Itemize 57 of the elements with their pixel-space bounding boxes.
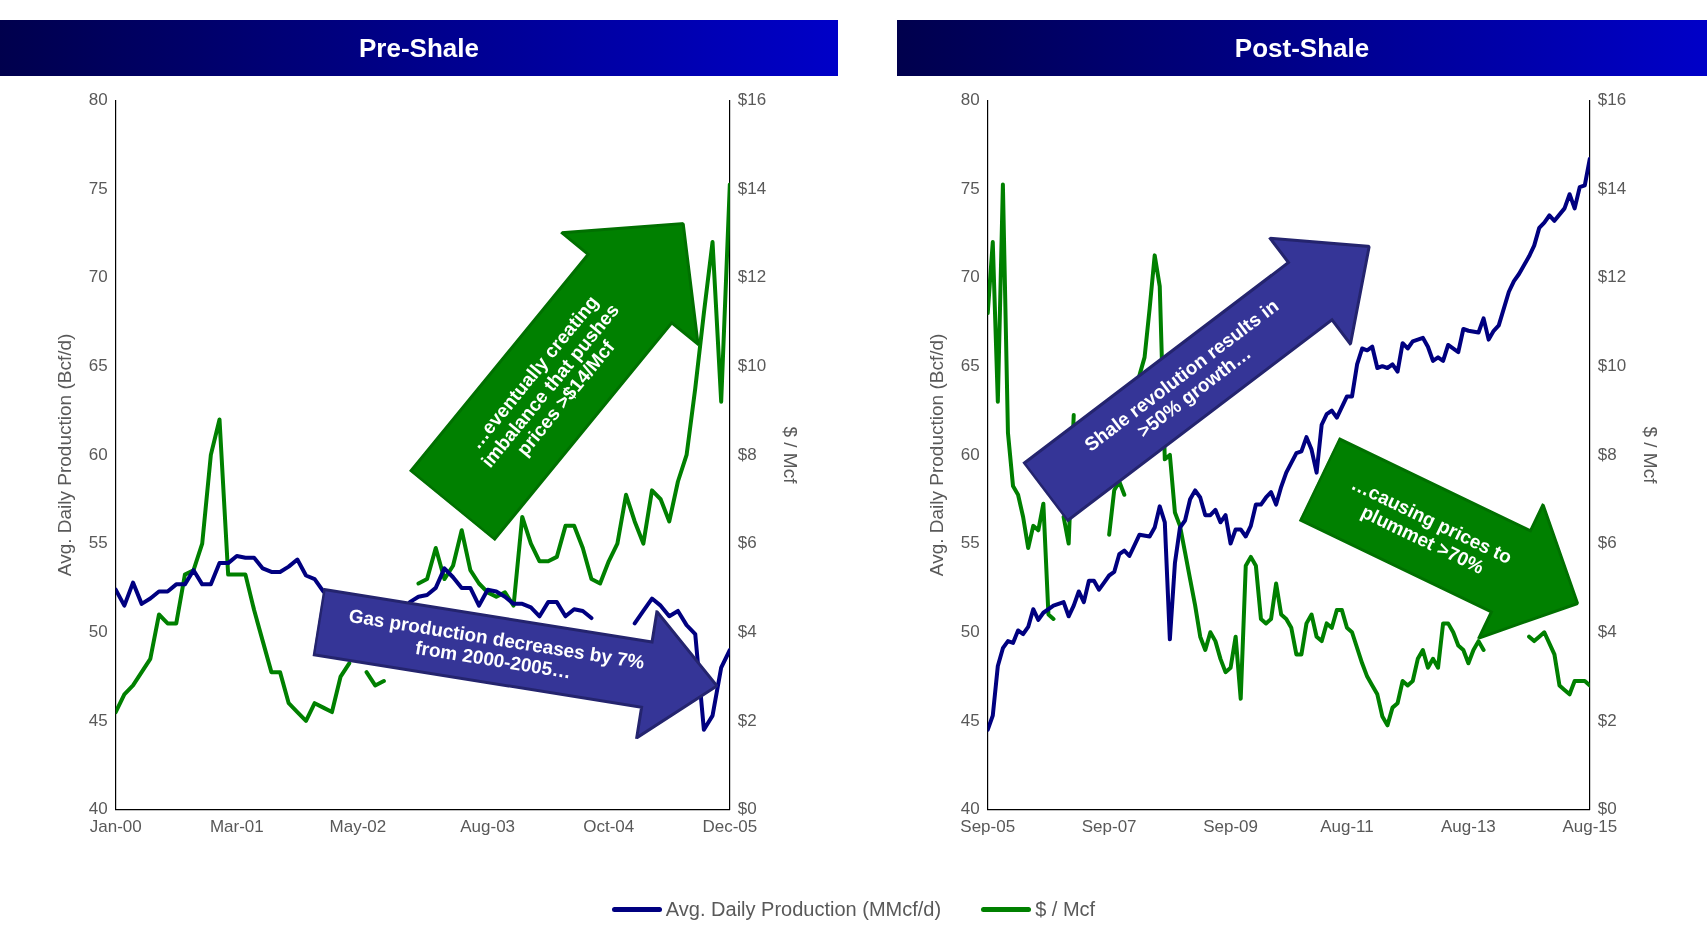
y2-tick-label: $8	[1597, 444, 1617, 464]
x-tick-label: Aug-03	[460, 817, 516, 837]
y2-tick-label: $6	[737, 533, 757, 553]
x-tick-label: Dec-05	[702, 817, 758, 837]
x-tick-label: Sep-07	[1081, 817, 1137, 837]
y2-tick-label: $6	[1597, 533, 1617, 553]
y2-tick-label: $2	[737, 710, 757, 730]
y-tick-label: 40	[960, 799, 980, 819]
y2-axis-title: $ / Mcf	[780, 426, 802, 485]
y2-tick-label: $16	[1597, 89, 1627, 109]
y2-tick-label: $4	[737, 621, 757, 641]
y2-axis-title: $ / Mcf	[1640, 426, 1662, 485]
x-tick-label: Sep-09	[1203, 817, 1258, 837]
y-tick-label: 55	[960, 533, 980, 553]
y2-tick-label: $8	[737, 444, 757, 464]
y-tick-label: 40	[88, 799, 108, 819]
x-tick-label: Aug-15	[1562, 817, 1618, 837]
y2-tick-label: $14	[737, 178, 767, 198]
x-tick-label: May-02	[329, 817, 387, 837]
y2-tick-label: $14	[1597, 178, 1627, 198]
y2-tick-label: $16	[737, 89, 767, 109]
x-tick-label: Sep-05	[960, 817, 1016, 837]
y2-tick-label: $10	[1597, 355, 1627, 375]
y-tick-label: 70	[88, 267, 108, 287]
x-tick-label: Oct-04	[583, 817, 635, 837]
y2-tick-label: $10	[737, 355, 767, 375]
chart-title: Pre-Shale	[0, 20, 838, 76]
y-axis-title: Avg. Daily Production (Bcf/d)	[925, 333, 947, 577]
chart-title: Post-Shale	[897, 20, 1707, 76]
y-tick-label: 70	[960, 267, 980, 287]
y-axis-title: Avg. Daily Production (Bcf/d)	[53, 333, 75, 577]
y-tick-label: 65	[960, 355, 980, 375]
y-tick-label: 75	[960, 178, 980, 198]
y-tick-label: 60	[88, 444, 108, 464]
y-tick-label: 45	[88, 710, 108, 730]
y2-tick-label: $12	[737, 267, 767, 287]
x-tick-label: Aug-13	[1440, 817, 1496, 837]
y2-tick-label: $4	[1597, 621, 1617, 641]
y-tick-label: 75	[88, 178, 108, 198]
legend-label: $ / Mcf	[1035, 898, 1096, 921]
y-tick-label: 65	[88, 355, 108, 375]
y-tick-label: 55	[88, 533, 108, 553]
x-tick-label: Mar-01	[209, 817, 264, 837]
y-tick-label: 50	[960, 621, 980, 641]
y2-tick-label: $12	[1597, 267, 1627, 287]
y2-tick-label: $0	[737, 799, 757, 819]
y2-tick-label: $2	[1597, 710, 1617, 730]
x-tick-label: Aug-11	[1320, 817, 1374, 837]
x-tick-label: Jan-00	[89, 817, 142, 837]
y-tick-label: 45	[960, 710, 980, 730]
y-tick-label: 50	[88, 621, 108, 641]
y-tick-label: 60	[960, 444, 980, 464]
y-tick-label: 80	[88, 89, 108, 109]
annotation: Gas production decreases by 7% from 2000-2005…	[346, 604, 647, 685]
y2-tick-label: $0	[1597, 799, 1617, 819]
y-tick-label: 80	[960, 89, 980, 109]
legend-label: Avg. Daily Production (MMcf/d)	[665, 898, 942, 921]
